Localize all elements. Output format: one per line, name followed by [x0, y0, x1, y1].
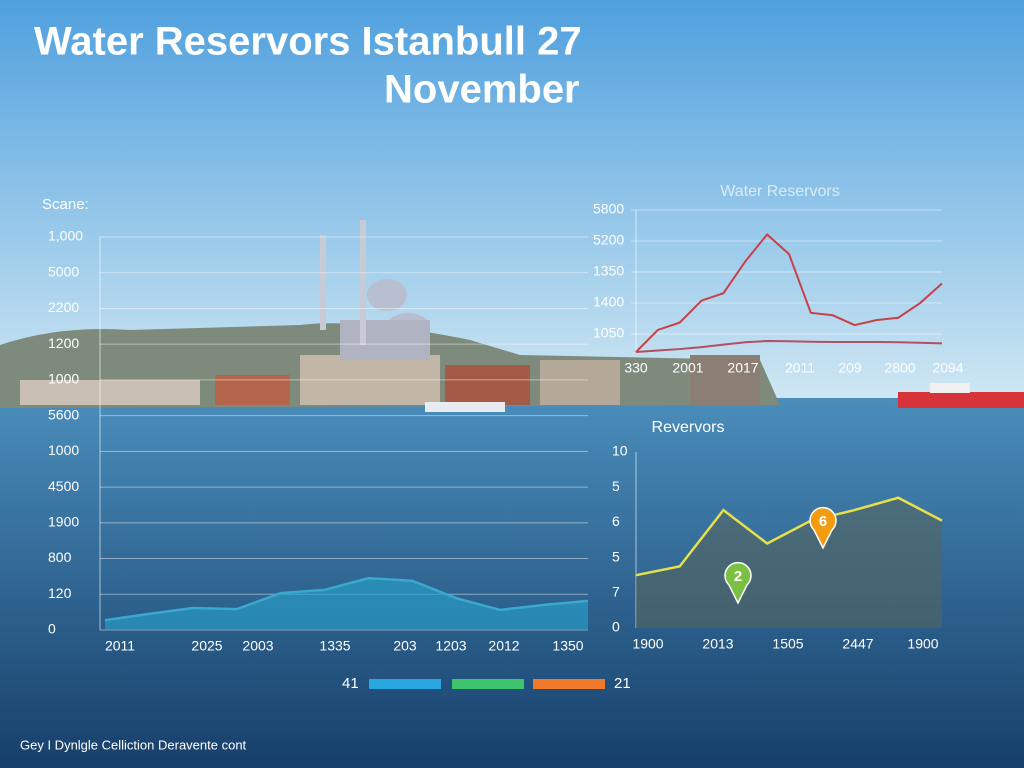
- x-tick-label: 2011: [105, 638, 135, 654]
- x-tick-label: 1203: [435, 638, 466, 654]
- y-tick-label: 5: [612, 548, 620, 564]
- x-tick-label: 1505: [772, 636, 803, 652]
- y-tick-label: 1350: [593, 263, 624, 279]
- y-tick-label: 10: [612, 443, 628, 459]
- y-tick-label: 1900: [48, 514, 79, 530]
- y-tick-label: 1400: [593, 294, 624, 310]
- x-tick-label: 2011: [785, 360, 815, 376]
- area: [636, 497, 942, 628]
- chart-title: Water Reservors: [720, 183, 839, 200]
- y-tick-label: 1000: [48, 371, 79, 387]
- x-tick-label: 1335: [319, 638, 350, 654]
- y-tick-label: 7: [612, 584, 620, 600]
- annotation-pin: [809, 506, 837, 550]
- y-tick-label: 4500: [48, 478, 79, 494]
- y-tick-label: 5: [612, 478, 620, 494]
- line: [635, 233, 943, 353]
- x-tick-label: 2447: [842, 636, 873, 652]
- y-tick-label: 5800: [593, 201, 624, 217]
- y-tick-label: 5600: [48, 406, 79, 422]
- y-tick-label: 5200: [593, 232, 624, 248]
- x-tick-label: 2013: [702, 636, 733, 652]
- line: [635, 496, 943, 577]
- y-tick-label: 0: [612, 619, 620, 635]
- y-tick-label: 2200: [48, 299, 79, 315]
- annotation-pin: [724, 561, 752, 605]
- skyline: [0, 220, 1024, 412]
- y-tick-label: 6: [612, 513, 620, 529]
- annotation: 6: [819, 513, 827, 530]
- x-tick-label: 203: [393, 638, 417, 654]
- legend-swatch: [369, 679, 441, 689]
- y-axis-label: Scane:: [42, 196, 89, 213]
- x-tick-label: 2094: [932, 360, 963, 376]
- title: Water Reservors Istanbull 27: [34, 20, 582, 64]
- y-tick-label: 1050: [593, 325, 624, 341]
- x-tick-label: 2003: [242, 638, 273, 654]
- legend-swatch: [452, 679, 524, 689]
- line: [635, 339, 943, 353]
- footer: Gey I Dynlgle Celliction Deravente cont: [20, 737, 247, 752]
- y-tick-label: 120: [48, 585, 72, 601]
- x-tick-label: 1900: [632, 636, 663, 652]
- x-tick-label: 330: [624, 360, 648, 376]
- title: November: [384, 68, 580, 112]
- y-tick-label: 800: [48, 549, 72, 565]
- x-tick-label: 2017: [727, 360, 758, 376]
- x-tick-label: 1900: [907, 636, 938, 652]
- x-tick-label: 2012: [488, 638, 519, 654]
- legend-label: 21: [614, 675, 631, 692]
- y-tick-label: 1200: [48, 335, 79, 351]
- x-tick-label: 1350: [552, 638, 583, 654]
- y-tick-label: 0: [48, 621, 56, 637]
- legend-label: 41: [342, 675, 359, 692]
- x-tick-label: 209: [838, 360, 862, 376]
- y-tick-label: 1000: [48, 442, 79, 458]
- legend-swatch: [533, 679, 605, 689]
- area: [105, 578, 588, 630]
- chart-title: Revervors: [652, 419, 725, 436]
- x-tick-label: 2800: [884, 360, 915, 376]
- line: [104, 576, 589, 622]
- x-tick-label: 2025: [191, 638, 222, 654]
- y-tick-label: 5000: [48, 263, 79, 279]
- y-tick-label: 1,000: [48, 228, 83, 244]
- annotation: 2: [734, 568, 742, 585]
- x-tick-label: 2001: [672, 360, 703, 376]
